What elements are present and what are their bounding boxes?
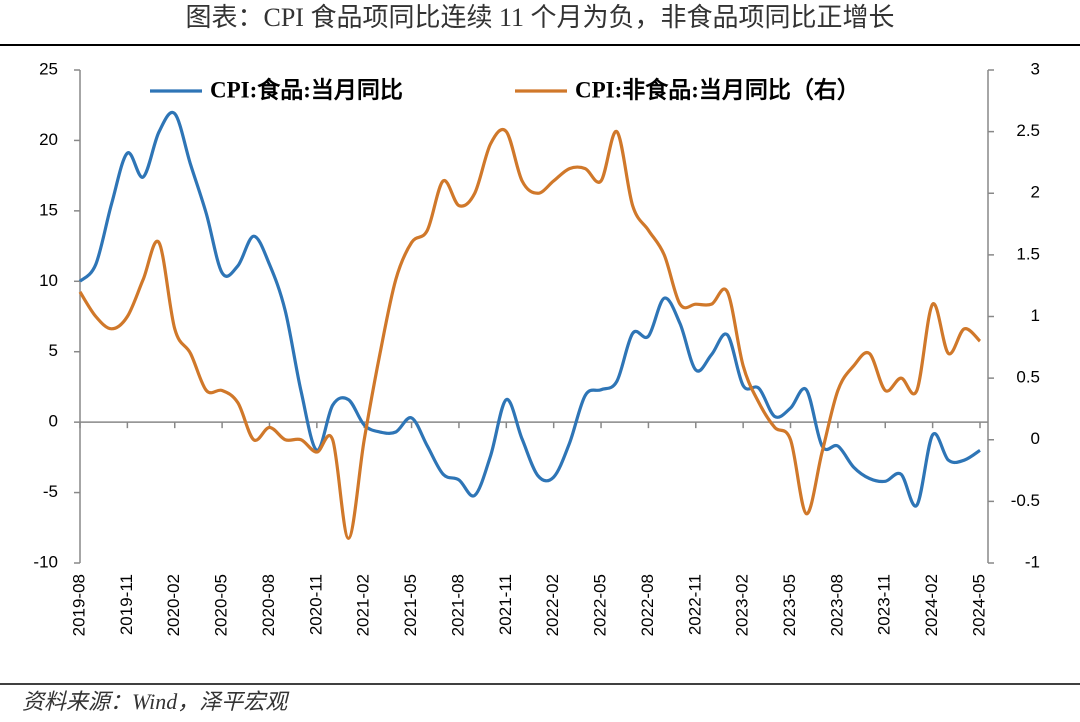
- series-line: [78, 127, 982, 540]
- chart-title: 图表：CPI 食品项同比连续 11 个月为负，非食品项同比正增长: [186, 3, 895, 32]
- x-tick-label: 2020-02: [164, 574, 183, 636]
- y2-tick-label: 2.5: [1016, 121, 1040, 140]
- x-tick-label: 2019-11: [117, 574, 136, 635]
- y2-tick-label: 1.5: [1016, 244, 1040, 263]
- y2-tick-label: -0.5: [1011, 491, 1040, 510]
- x-tick-label: 2022-05: [591, 574, 610, 636]
- y-tick-label: 20: [39, 130, 58, 149]
- y-tick-label: -10: [33, 552, 58, 571]
- y2-tick-label: 2: [1031, 183, 1040, 202]
- legend-label: CPI:非食品:当月同比（右）: [575, 76, 860, 102]
- y-tick-label: 10: [39, 271, 58, 290]
- series-line: [78, 110, 981, 508]
- x-tick-label: 2024-02: [922, 574, 941, 636]
- y2-tick-label: 3: [1031, 59, 1040, 78]
- x-tick-label: 2022-11: [685, 574, 704, 635]
- x-tick-label: 2021-05: [401, 574, 420, 636]
- x-tick-label: 2022-08: [638, 574, 657, 636]
- x-tick-label: 2023-11: [875, 574, 894, 635]
- y-tick-label: 25: [39, 59, 58, 78]
- x-tick-label: 2024-05: [969, 574, 988, 636]
- x-tick-label: 2023-05: [780, 574, 799, 636]
- x-tick-label: 2021-08: [448, 574, 467, 636]
- y2-tick-label: 1: [1031, 306, 1040, 325]
- legend-label: CPI:食品:当月同比: [210, 76, 403, 102]
- y2-tick-label: 0.5: [1016, 368, 1040, 387]
- x-tick-label: 2020-05: [212, 574, 231, 636]
- y2-tick-label: 0: [1031, 429, 1040, 448]
- y-tick-label: -5: [43, 482, 58, 501]
- x-tick-label: 2021-02: [354, 574, 373, 636]
- x-tick-label: 2019-08: [69, 574, 88, 636]
- x-tick-label: 2021-11: [496, 574, 515, 635]
- x-tick-label: 2020-11: [306, 574, 325, 635]
- x-tick-label: 2023-08: [827, 574, 846, 636]
- x-tick-label: 2022-02: [543, 574, 562, 636]
- y-tick-label: 0: [49, 412, 58, 431]
- y2-tick-label: -1: [1025, 552, 1040, 571]
- x-tick-label: 2020-08: [259, 574, 278, 636]
- x-tick-label: 2023-02: [733, 574, 752, 636]
- y-tick-label: 5: [49, 341, 58, 360]
- y-tick-label: 15: [39, 200, 58, 219]
- source-note: 资料来源：Wind，泽平宏观: [22, 689, 290, 714]
